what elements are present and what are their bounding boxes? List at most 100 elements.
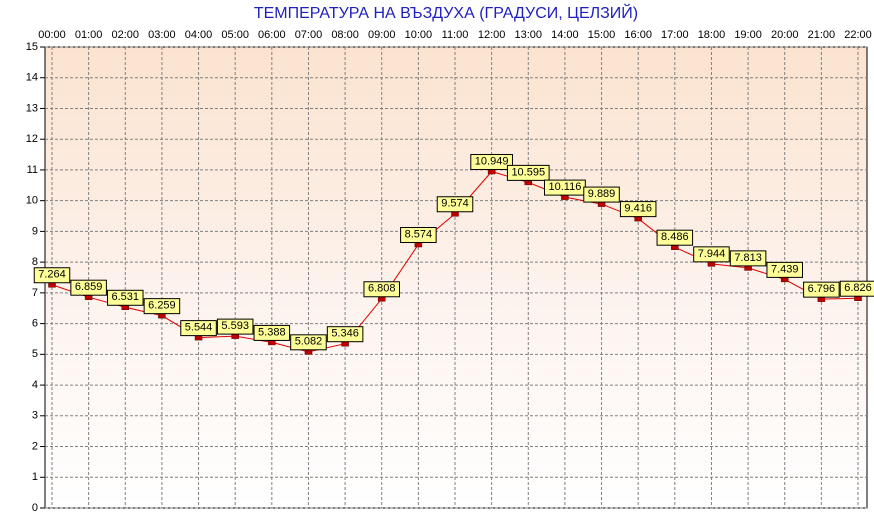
value-label-text: 5.593 xyxy=(221,320,249,332)
value-label: 6.259 xyxy=(143,298,181,315)
value-label: 5.082 xyxy=(290,334,327,351)
x-tick-label: 02:00 xyxy=(112,29,140,41)
value-label: 8.486 xyxy=(656,229,694,246)
x-tick-label: 05:00 xyxy=(221,29,249,41)
value-label-text: 10.949 xyxy=(475,155,509,167)
x-tick-label: 09:00 xyxy=(368,29,396,41)
y-tick-label: 11 xyxy=(27,164,38,176)
value-label-text: 9.574 xyxy=(441,198,469,210)
value-label: 8.574 xyxy=(400,226,437,243)
x-tick-label: 03:00 xyxy=(148,29,176,41)
value-label-box xyxy=(583,186,620,203)
value-label-text: 6.259 xyxy=(148,300,176,312)
value-label-box xyxy=(33,267,71,284)
value-label-text: 6.859 xyxy=(75,281,103,293)
x-tick-label: 11:00 xyxy=(442,29,469,41)
x-tick-label: 20:00 xyxy=(771,29,799,41)
value-label-box xyxy=(70,279,107,296)
value-label-text: 10.116 xyxy=(548,181,581,193)
y-tick-label: 0 xyxy=(32,502,38,514)
x-tick-label: 06:00 xyxy=(258,29,286,41)
value-label-text: 6.796 xyxy=(808,283,836,295)
y-tick-label: 12 xyxy=(26,133,38,145)
value-label-box xyxy=(693,246,730,263)
value-label-box xyxy=(143,298,181,315)
value-label-text: 7.264 xyxy=(38,269,66,281)
value-label: 6.859 xyxy=(70,279,107,296)
value-label-box xyxy=(216,318,254,335)
x-tick-label: 00:00 xyxy=(38,29,66,41)
value-label-text: 10.595 xyxy=(511,166,545,178)
value-label-box xyxy=(506,164,550,181)
value-label-text: 5.082 xyxy=(295,336,323,348)
x-tick-label: 14:00 xyxy=(551,29,579,41)
y-tick-label: 10 xyxy=(26,195,38,207)
value-label: 7.813 xyxy=(729,250,767,267)
value-label-text: 9.889 xyxy=(588,188,616,200)
value-label-box xyxy=(839,280,874,297)
value-label-box xyxy=(619,201,657,218)
value-label: 7.439 xyxy=(766,261,803,278)
value-label: 9.574 xyxy=(436,196,474,213)
chart-title: ТЕМПЕРАТУРА НА ВЪЗДУХА (ГРАДУСИ, ЦЕЛЗИЙ) xyxy=(254,3,638,22)
value-label: 5.544 xyxy=(180,320,217,337)
x-tick-label: 01:00 xyxy=(75,29,103,41)
value-label-text: 8.486 xyxy=(661,231,689,243)
value-label: 5.346 xyxy=(326,326,364,343)
value-label: 10.116 xyxy=(543,179,586,196)
value-label-text: 7.944 xyxy=(698,248,726,260)
x-tick-label: 18:00 xyxy=(698,29,726,41)
x-tick-label: 19:00 xyxy=(734,29,762,41)
x-tick-label: 08:00 xyxy=(331,29,359,41)
value-label-text: 6.826 xyxy=(844,282,872,294)
x-tick-label: 07:00 xyxy=(295,29,323,41)
y-tick-label: 13 xyxy=(26,102,38,114)
y-tick-label: 4 xyxy=(32,379,38,391)
x-tick-label: 15:00 xyxy=(588,29,616,41)
value-label: 9.416 xyxy=(619,201,657,218)
x-tick-label: 22:00 xyxy=(844,29,872,41)
value-label: 6.808 xyxy=(363,281,400,298)
y-tick-label: 5 xyxy=(32,348,38,360)
x-tick-label: 10:00 xyxy=(405,29,433,41)
value-label: 6.796 xyxy=(803,281,840,298)
value-label-text: 7.439 xyxy=(771,263,799,275)
value-label-text: 9.416 xyxy=(624,203,652,215)
y-tick-label: 8 xyxy=(32,256,38,268)
y-tick-label: 15 xyxy=(26,41,38,53)
value-label: 10.595 xyxy=(506,164,550,181)
value-label-box xyxy=(470,154,513,171)
value-label-box xyxy=(290,334,327,351)
value-label-box xyxy=(436,196,474,213)
value-label: 9.889 xyxy=(583,186,620,203)
value-label: 10.949 xyxy=(470,154,513,171)
value-label: 7.944 xyxy=(693,246,730,263)
value-label-box xyxy=(766,261,803,278)
value-label-text: 5.346 xyxy=(331,328,359,340)
x-tick-label: 04:00 xyxy=(185,29,213,41)
value-label-box xyxy=(803,281,840,298)
value-label-box xyxy=(180,320,217,337)
value-label-text: 7.813 xyxy=(734,252,762,264)
x-tick-label: 13:00 xyxy=(515,29,543,41)
value-label-box xyxy=(656,229,694,246)
value-label: 5.388 xyxy=(253,324,291,341)
y-tick-label: 6 xyxy=(32,318,38,330)
value-label: 7.264 xyxy=(33,267,71,284)
value-label-text: 6.808 xyxy=(368,283,396,295)
value-label-box xyxy=(326,326,364,343)
value-label-text: 6.531 xyxy=(112,291,140,303)
value-label-text: 8.574 xyxy=(405,228,433,240)
value-label: 6.826 xyxy=(839,280,874,297)
value-label: 6.531 xyxy=(107,289,144,306)
value-label-box xyxy=(729,250,767,267)
y-tick-label: 9 xyxy=(32,225,38,237)
y-tick-label: 1 xyxy=(32,471,38,483)
y-tick-label: 2 xyxy=(32,440,38,452)
value-label-text: 5.388 xyxy=(258,326,286,338)
x-tick-label: 17:00 xyxy=(661,29,689,41)
y-tick-label: 3 xyxy=(32,410,38,422)
value-label: 5.593 xyxy=(216,318,254,335)
y-tick-label: 7 xyxy=(32,287,38,299)
